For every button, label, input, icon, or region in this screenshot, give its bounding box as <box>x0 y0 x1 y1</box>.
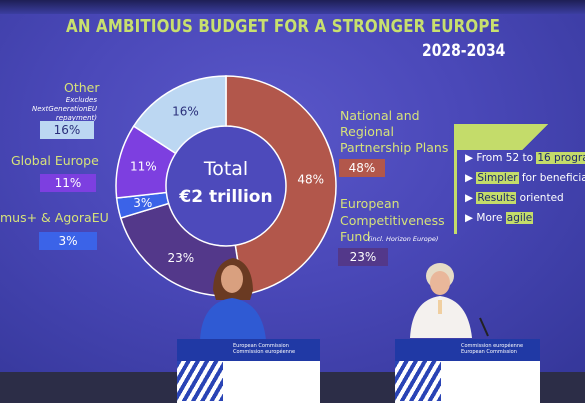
donut-slice-label-4: 16% <box>172 104 199 118</box>
budget-donut-chart: 48% 23% 3% 11% 16% Total €2 trillion <box>115 75 337 297</box>
ec-logo-stripes <box>395 361 441 401</box>
donut-slice-0 <box>225 75 337 296</box>
bullet-results: ▶ Results oriented <box>465 192 564 204</box>
bullet-programmes: ▶ From 52 to 16 progra <box>465 152 585 164</box>
donut-slice-4 <box>132 75 227 155</box>
label-global-europe: Global Europe <box>11 153 99 168</box>
value-other: 16% <box>40 121 94 139</box>
microphone-icon <box>479 317 489 337</box>
donut-slice-1 <box>119 202 244 297</box>
value-competitiveness: 23% <box>338 248 388 266</box>
donut-center <box>167 127 285 245</box>
projection-screen: AN AMBITIOUS BUDGET FOR A STRONGER EUROP… <box>0 0 585 372</box>
donut-slice-label-3: 11% <box>130 159 157 173</box>
bullet-simpler: ▶ Simpler for beneficiari <box>465 172 585 184</box>
speaker-left <box>200 258 266 340</box>
label-competitiveness-line3: Fund <box>340 229 371 244</box>
donut-slice-label-0: 48% <box>297 172 324 186</box>
label-competitiveness-note: (incl. Horizon Europe) <box>368 235 439 243</box>
speaker-right <box>410 263 472 338</box>
donut-total-value: €2 trillion <box>178 187 272 207</box>
slide-years: 2028-2034 <box>422 41 506 61</box>
ceiling-shadow <box>0 0 585 14</box>
label-other: Other <box>64 80 100 95</box>
label-erasmus-agora: mus+ & AgoraEU <box>0 210 109 225</box>
label-national-regional-line1: National and <box>340 108 420 123</box>
value-national-regional: 48% <box>339 159 385 177</box>
bullet-agile: ▶ More agile <box>465 212 534 224</box>
highlights-banner <box>454 124 585 150</box>
ec-logo-stripes <box>177 361 223 401</box>
value-global-europe: 11% <box>40 174 96 192</box>
donut-slice-label-1: 23% <box>168 251 195 265</box>
value-erasmus-agora: 3% <box>39 232 97 250</box>
label-competitiveness-line1: European <box>340 196 400 211</box>
slide-title: AN AMBITIOUS BUDGET FOR A STRONGER EUROP… <box>66 17 501 37</box>
label-competitiveness-line2: Competitiveness <box>340 213 445 228</box>
donut-total-label: Total <box>203 158 248 180</box>
label-other-note: Excludes NextGenerationEU repayment) <box>31 96 97 122</box>
speakers <box>200 258 489 340</box>
label-national-regional-line3: Partnership Plans <box>340 140 449 155</box>
donut-slice-label-2: 3% <box>133 196 152 210</box>
podium-left: European Commission Commission européenne <box>177 339 320 403</box>
highlights-divider <box>454 124 457 234</box>
podium-right: Commission européenne European Commission <box>395 339 540 403</box>
label-national-regional-line2: Regional <box>340 124 394 139</box>
